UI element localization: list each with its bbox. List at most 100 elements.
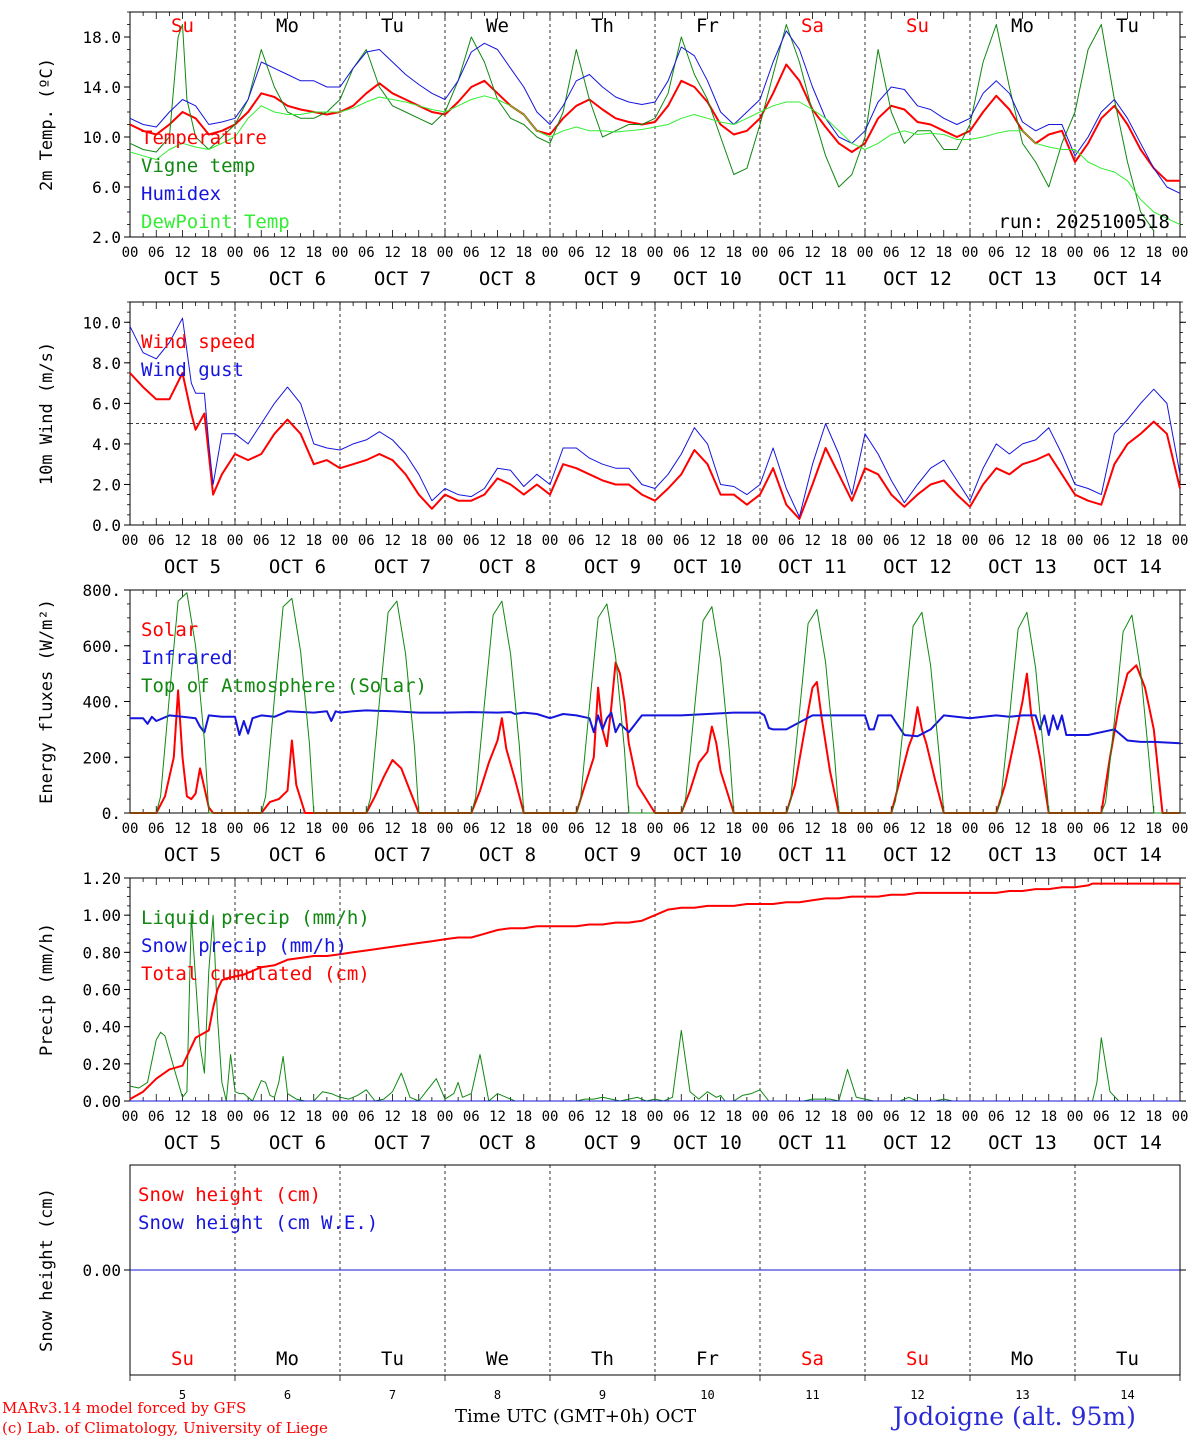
hour-tick-label: 18 (1145, 821, 1162, 837)
hour-tick-label: 18 (935, 245, 952, 261)
hour-tick-label: 06 (358, 533, 375, 549)
date-label: OCT 10 (673, 556, 742, 578)
legend-snow-height-cm-w-e-: Snow height (cm W.E.) (138, 1212, 378, 1234)
hour-tick-label: 06 (148, 1109, 165, 1125)
hour-tick-label: 12 (594, 245, 611, 261)
panel-precip: 0.00 0.20 0.40 0.60 0.80 1.00 1.20 Precip (mm/h… (37, 869, 1188, 1154)
legend-snow-height-cm-: Snow height (cm) (138, 1184, 321, 1206)
date-label: OCT 10 (673, 268, 742, 290)
hour-tick-label: 00 (332, 245, 349, 261)
hour-tick-label: 12 (384, 1109, 401, 1125)
hour-tick-label: 12 (1014, 821, 1031, 837)
hour-tick-label: 06 (778, 245, 795, 261)
date-number-label: 10 (700, 1388, 714, 1402)
weekday-label: Sa (801, 1348, 824, 1370)
hour-tick-label: 00 (542, 245, 559, 261)
date-label: OCT 12 (883, 556, 952, 578)
weekday-label: Tu (1116, 15, 1139, 37)
y-tick-label: 0.00 (82, 1092, 121, 1111)
date-label: OCT 7 (374, 1132, 431, 1154)
hour-tick-label: 18 (200, 245, 217, 261)
hour-tick-label: 06 (988, 245, 1005, 261)
y-tick-label: 4.0 (92, 435, 121, 454)
hour-tick-label: 00 (542, 1109, 559, 1125)
hour-tick-label: 18 (410, 821, 427, 837)
hour-tick-label: 18 (620, 1109, 637, 1125)
hour-tick-label: 06 (673, 245, 690, 261)
date-label: OCT 9 (584, 268, 641, 290)
legend-vigne-temp: Vigne temp (141, 155, 255, 177)
hour-tick-label: 06 (1093, 533, 1110, 549)
series-humidex (129, 30, 1181, 194)
hour-tick-label: 12 (1119, 821, 1136, 837)
hour-tick-label: 18 (935, 821, 952, 837)
weekday-label: Mo (276, 1348, 299, 1370)
hour-tick-label: 00 (962, 1109, 979, 1125)
weekday-label: Su (906, 15, 929, 37)
hour-tick-label: 06 (988, 821, 1005, 837)
series-wind-gust (129, 317, 1181, 518)
hour-tick-label: 12 (909, 1109, 926, 1125)
date-label: OCT 6 (269, 556, 326, 578)
legend-dewpoint-temp: DewPoint Temp (141, 211, 290, 233)
hour-tick-label: 12 (174, 1109, 191, 1125)
y-axis-label: Energy fluxes (W/m²) (37, 599, 57, 804)
hour-tick-label: 06 (883, 821, 900, 837)
date-label: OCT 6 (269, 844, 326, 866)
date-number-label: 7 (389, 1388, 396, 1402)
date-label: OCT 11 (778, 844, 847, 866)
y-tick-label: 0.80 (82, 943, 121, 962)
hour-tick-label: 00 (227, 533, 244, 549)
hour-tick-label: 00 (1067, 821, 1084, 837)
date-label: OCT 12 (883, 1132, 952, 1154)
weekday-label: Mo (1011, 1348, 1034, 1370)
hour-tick-label: 18 (410, 245, 427, 261)
hour-tick-label: 18 (410, 533, 427, 549)
hour-tick-label: 06 (883, 245, 900, 261)
hour-tick-label: 00 (437, 1109, 454, 1125)
hour-tick-label: 18 (830, 1109, 847, 1125)
panel-frame (129, 301, 1181, 526)
weekday-label: Su (171, 15, 194, 37)
hour-tick-label: 06 (673, 533, 690, 549)
hour-tick-label: 00 (647, 1109, 664, 1125)
hour-tick-label: 18 (410, 1109, 427, 1125)
date-label: OCT 5 (164, 268, 221, 290)
y-tick-label: 0.0 (92, 516, 121, 535)
date-label: OCT 9 (584, 844, 641, 866)
hour-tick-label: 12 (384, 821, 401, 837)
date-number-label: 11 (805, 1388, 819, 1402)
hour-tick-label: 18 (830, 245, 847, 261)
hour-tick-label: 12 (174, 533, 191, 549)
hour-tick-label: 12 (594, 1109, 611, 1125)
hour-tick-label: 06 (148, 533, 165, 549)
hour-tick-label: 00 (332, 1109, 349, 1125)
run-label: run: 2025100518 (998, 211, 1170, 233)
hour-tick-label: 18 (1040, 1109, 1057, 1125)
legend-wind-speed: Wind speed (141, 331, 255, 353)
hour-tick-label: 00 (1067, 245, 1084, 261)
hour-tick-label: 06 (463, 821, 480, 837)
weekday-label: Su (171, 1348, 194, 1370)
hour-tick-label: 12 (804, 821, 821, 837)
hour-tick-label: 06 (568, 533, 585, 549)
hour-tick-label: 12 (279, 245, 296, 261)
date-label: OCT 7 (374, 844, 431, 866)
hour-tick-label: 18 (200, 821, 217, 837)
hour-tick-label: 00 (752, 821, 769, 837)
series-wind-speed (129, 372, 1181, 520)
hour-tick-label: 00 (752, 533, 769, 549)
y-tick-label: 10.0 (82, 128, 121, 147)
weekday-label: Tu (381, 1348, 404, 1370)
hour-tick-label: 06 (1093, 1109, 1110, 1125)
date-label: OCT 11 (778, 1132, 847, 1154)
weekday-label: Sa (801, 15, 824, 37)
hour-tick-label: 12 (279, 1109, 296, 1125)
series-solar (130, 661, 1180, 814)
hour-tick-label: 00 (122, 533, 139, 549)
panel-wind: 0.0 2.0 4.0 6.0 8.0 10.0 10m Wind (m/s) Wind sp… (37, 301, 1188, 578)
hour-tick-label: 18 (515, 533, 532, 549)
legend-temperature: Temperature (141, 127, 267, 149)
hour-tick-label: 06 (358, 821, 375, 837)
hour-tick-label: 06 (673, 1109, 690, 1125)
